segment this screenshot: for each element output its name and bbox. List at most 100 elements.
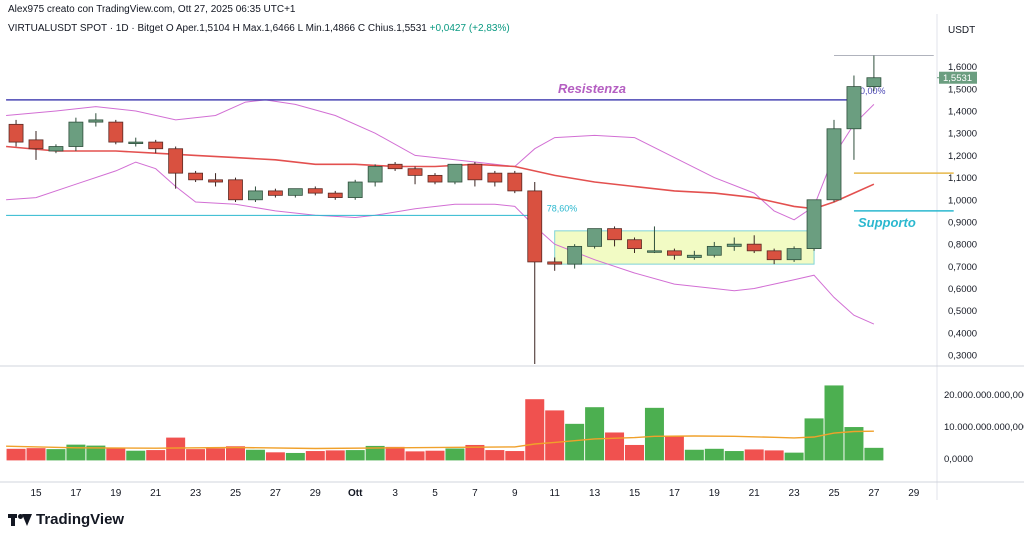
candle: [667, 248, 682, 260]
volume-bar: [824, 385, 844, 461]
candle-body: [587, 228, 602, 247]
candle-body: [367, 166, 383, 183]
moving-average-line: [6, 145, 875, 210]
candle-body: [248, 190, 263, 201]
candle: [287, 188, 303, 198]
candle-body: [766, 250, 782, 261]
volume-bar: [405, 451, 425, 461]
resistance-label: Resistenza: [558, 81, 626, 96]
candle-body: [387, 163, 403, 170]
time-tick-label: 21: [150, 488, 162, 499]
last-price-badge: [939, 71, 977, 84]
chart-credit: Alex975 creato con TradingView.com, Ott …: [8, 4, 296, 15]
candle: [427, 173, 443, 185]
volume-bar: [485, 450, 505, 461]
volume-tick-label: 20.000.000.000,0000: [944, 390, 1024, 401]
candle-body: [68, 121, 84, 147]
volume-bar: [864, 447, 884, 461]
volume-bar: [6, 448, 26, 461]
candle: [108, 119, 124, 145]
candle-body: [786, 248, 802, 261]
price-tick-label: 0,3000: [948, 351, 977, 362]
candle: [547, 257, 563, 271]
fib-0-label: 0,00%: [860, 86, 886, 96]
candle-body: [746, 243, 762, 252]
candle-body: [567, 245, 583, 265]
close-value: Chius.1,5531: [367, 23, 427, 34]
candle: [188, 170, 204, 183]
candle-body: [267, 190, 283, 196]
open-value: Aper.1,5104: [175, 23, 230, 34]
support-label: Supporto: [858, 215, 916, 230]
volume-bar: [525, 399, 545, 461]
candle-body: [88, 119, 104, 123]
high-value: Max.1,6466: [242, 23, 295, 34]
volume-bar: [505, 451, 525, 461]
price-tick-label: 1,4000: [948, 107, 977, 118]
candle: [686, 250, 702, 260]
volume-bar: [66, 444, 86, 461]
candle: [587, 228, 602, 249]
candle: [806, 199, 822, 251]
volume-bar: [245, 449, 265, 461]
candle-body: [647, 250, 662, 253]
price-axis-unit: USDT: [948, 25, 975, 36]
time-tick-label: 29: [310, 488, 322, 499]
candle: [148, 139, 164, 154]
candle-body: [726, 243, 742, 247]
volume-bar: [445, 448, 465, 461]
candle-body: [507, 172, 523, 192]
candle-body: [547, 261, 563, 265]
volume-bar: [664, 436, 684, 461]
time-tick-label: 9: [512, 488, 518, 499]
volume-bar: [585, 407, 605, 461]
candle-body: [667, 250, 682, 256]
low-label: L: [297, 23, 303, 34]
volume-bar: [86, 445, 106, 461]
price-tick-label: 1,5000: [948, 84, 977, 95]
open-label: O: [165, 23, 174, 34]
candle-body: [148, 141, 164, 150]
candle-body: [28, 139, 44, 150]
volume-bar: [206, 448, 226, 461]
candle: [248, 186, 263, 202]
candle: [746, 235, 762, 254]
volume-bar: [186, 449, 206, 461]
volume-tick-label: 0,0000: [944, 454, 973, 465]
volume-tick-label: 10.000.000.000,0000: [944, 422, 1024, 433]
time-tick-label: 7: [472, 488, 478, 499]
candle-body: [627, 239, 642, 250]
price-tick-label: 1,6000: [948, 62, 977, 73]
price-tick-label: 0,4000: [948, 328, 977, 339]
price-tick-label: 0,6000: [948, 284, 977, 295]
volume-bar: [345, 450, 365, 461]
volume-bar: [724, 451, 744, 461]
tradingview-brand[interactable]: TradingView: [8, 511, 124, 528]
symbol-info: VIRTUALUSDT SPOT · 1D · Bitget: [8, 23, 164, 34]
candle-body: [8, 123, 24, 143]
candle: [128, 137, 144, 147]
volume-bar: [644, 407, 664, 461]
candle-body: [208, 179, 223, 183]
candle: [567, 244, 583, 269]
volume-bar: [605, 432, 625, 461]
candle-body: [487, 172, 503, 183]
brand-name: TradingView: [36, 511, 125, 528]
candle-body: [607, 228, 622, 241]
candle-body: [447, 163, 463, 183]
candle: [786, 246, 802, 262]
candle: [647, 226, 662, 254]
volume-bar: [26, 448, 46, 461]
candle-body: [108, 121, 124, 143]
candle: [627, 237, 642, 254]
last-price-label: 1,5531: [943, 73, 972, 84]
time-tick-label: 21: [749, 488, 761, 499]
candle: [387, 162, 403, 171]
volume-bar: [684, 449, 704, 461]
candle: [347, 179, 363, 200]
time-tick-label: 25: [828, 488, 840, 499]
volume-bar: [804, 418, 824, 461]
change-value: +0,0427 (+2,83%): [429, 23, 510, 34]
price-tick-label: 0,7000: [948, 262, 977, 273]
